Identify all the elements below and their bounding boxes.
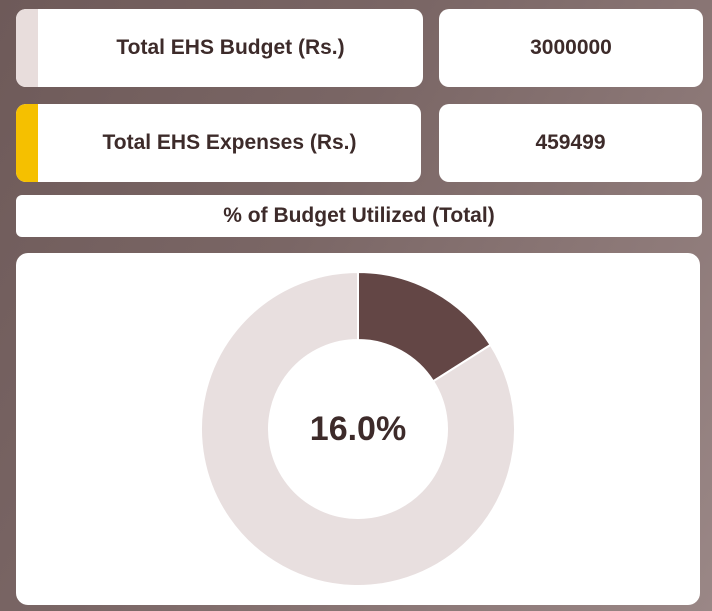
- budget-color-stripe: [16, 9, 38, 87]
- donut-chart-card: 16.0%: [16, 253, 700, 605]
- budget-label: Total EHS Budget (Rs.): [116, 36, 345, 59]
- expenses-value-card: 459499: [439, 104, 702, 182]
- budget-value: 3000000: [530, 36, 612, 59]
- budget-label-card: Total EHS Budget (Rs.): [16, 9, 423, 87]
- expenses-label: Total EHS Expenses (Rs.): [102, 131, 357, 154]
- utilization-title-card: % of Budget Utilized (Total): [16, 195, 702, 237]
- donut-slice-remaining: [200, 270, 516, 587]
- expenses-label-card: Total EHS Expenses (Rs.): [16, 104, 421, 182]
- expenses-value: 459499: [535, 131, 606, 154]
- expenses-color-stripe: [16, 104, 38, 182]
- donut-chart: [200, 270, 516, 587]
- donut-center-label: 16.0%: [309, 409, 407, 448]
- utilization-title: % of Budget Utilized (Total): [223, 204, 495, 227]
- budget-value-card: 3000000: [439, 9, 703, 87]
